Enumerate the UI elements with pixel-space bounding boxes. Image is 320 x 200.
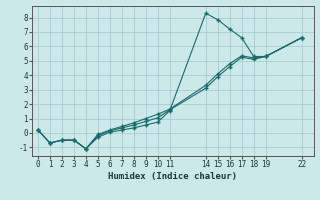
X-axis label: Humidex (Indice chaleur): Humidex (Indice chaleur) (108, 172, 237, 181)
